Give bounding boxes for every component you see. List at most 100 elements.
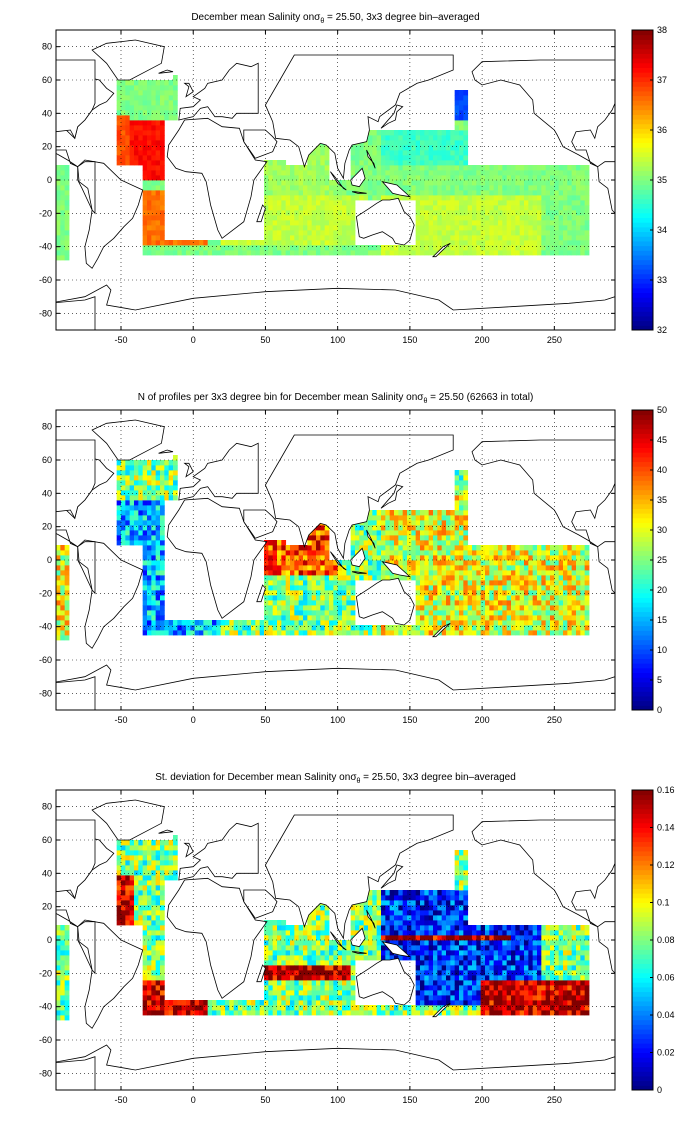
heatmap-bin — [324, 530, 330, 536]
heatmap-bin — [160, 170, 165, 176]
heatmap-bin — [303, 235, 308, 241]
heatmap-bin — [519, 590, 525, 596]
heatmap-bin — [359, 575, 365, 581]
heatmap-bin — [420, 525, 425, 531]
heatmap-bin — [480, 250, 486, 256]
heatmap-bin — [385, 515, 391, 521]
heatmap-bin — [307, 975, 313, 981]
heatmap-bin — [155, 465, 161, 471]
heatmap-bin — [60, 230, 66, 236]
heatmap-bin — [151, 565, 157, 571]
heatmap-bin — [480, 185, 486, 191]
heatmap-bin — [60, 170, 66, 176]
heatmap-bin — [576, 590, 581, 596]
heatmap-bin — [164, 1005, 170, 1011]
coastline — [56, 296, 96, 330]
heatmap-bin — [580, 195, 586, 201]
heatmap-bin — [389, 250, 395, 256]
heatmap-bin — [151, 235, 157, 241]
heatmap-bin — [554, 625, 560, 631]
heatmap-bin — [324, 205, 330, 211]
heatmap-bin — [415, 610, 421, 616]
heatmap-bin — [216, 1005, 222, 1011]
heatmap-bin — [290, 555, 295, 561]
heatmap-bin — [463, 570, 469, 576]
heatmap-bin — [402, 195, 408, 201]
heatmap-bin — [433, 585, 438, 591]
heatmap-bin — [316, 600, 321, 606]
heatmap-bin — [424, 155, 430, 161]
heatmap-bin — [333, 625, 339, 631]
heatmap-bin — [537, 625, 542, 631]
heatmap-bin — [385, 165, 391, 171]
heatmap-bin — [320, 180, 326, 186]
heatmap-bin — [129, 115, 135, 121]
heatmap-bin — [376, 535, 382, 541]
heatmap-bin — [389, 550, 395, 556]
heatmap-bin — [346, 595, 352, 601]
heatmap-bin — [229, 630, 235, 636]
heatmap-bin — [147, 895, 152, 901]
heatmap-bin — [142, 140, 148, 146]
heatmap-bin — [411, 570, 417, 576]
heatmap-bin — [125, 855, 131, 861]
heatmap-bin — [584, 550, 590, 556]
heatmap-bin — [160, 130, 165, 136]
heatmap-bin — [454, 240, 460, 246]
heatmap-bin — [346, 190, 352, 196]
heatmap-bin — [532, 235, 538, 241]
heatmap-bin — [60, 595, 66, 601]
heatmap-bin — [138, 515, 144, 521]
heatmap-bin — [155, 580, 161, 586]
heatmap-bin — [272, 975, 278, 981]
heatmap-bin — [407, 140, 412, 146]
heatmap-bin — [441, 585, 447, 591]
heatmap-bin — [147, 995, 152, 1001]
heatmap-bin — [446, 190, 451, 196]
heatmap-bin — [506, 220, 512, 226]
heatmap-bin — [285, 560, 291, 566]
heatmap-bin — [272, 595, 278, 601]
heatmap-bin — [264, 600, 269, 606]
heatmap-bin — [463, 585, 469, 591]
heatmap-bin — [584, 605, 590, 611]
heatmap-bin — [441, 620, 447, 626]
heatmap-bin — [60, 250, 66, 256]
colorbar-segment — [632, 264, 653, 270]
heatmap-bin — [307, 935, 313, 941]
heatmap-bin — [441, 150, 447, 156]
heatmap-bin — [459, 540, 464, 546]
heatmap-bin — [567, 545, 573, 551]
heatmap-bin — [151, 915, 157, 921]
heatmap-bin — [281, 930, 287, 936]
heatmap-bin — [450, 590, 456, 596]
heatmap-bin — [116, 860, 122, 866]
heatmap-bin — [290, 1010, 295, 1016]
heatmap-bin — [563, 570, 568, 576]
heatmap-bin — [333, 195, 339, 201]
heatmap-bin — [567, 205, 573, 211]
heatmap-bin — [372, 570, 378, 576]
heatmap-bin — [64, 255, 70, 261]
heatmap-bin — [129, 855, 135, 861]
heatmap-bin — [281, 610, 287, 616]
heatmap-bin — [550, 195, 555, 201]
heatmap-bin — [524, 595, 529, 601]
heatmap-bin — [532, 630, 538, 636]
heatmap-bin — [420, 515, 425, 521]
heatmap-bin — [415, 605, 421, 611]
heatmap-bin — [498, 600, 503, 606]
heatmap-bin — [56, 620, 61, 626]
heatmap-bin — [433, 185, 438, 191]
heatmap-bin — [489, 240, 495, 246]
heatmap-bin — [142, 165, 148, 171]
y-tick-label: 60 — [42, 455, 52, 465]
heatmap-bin — [415, 565, 421, 571]
heatmap-bin — [480, 240, 486, 246]
heatmap-bin — [147, 930, 152, 936]
heatmap-bin — [441, 560, 447, 566]
heatmap-bin — [402, 245, 408, 251]
colorbar-segment — [632, 536, 653, 542]
heatmap-bin — [446, 565, 451, 571]
heatmap-bin — [303, 630, 308, 636]
